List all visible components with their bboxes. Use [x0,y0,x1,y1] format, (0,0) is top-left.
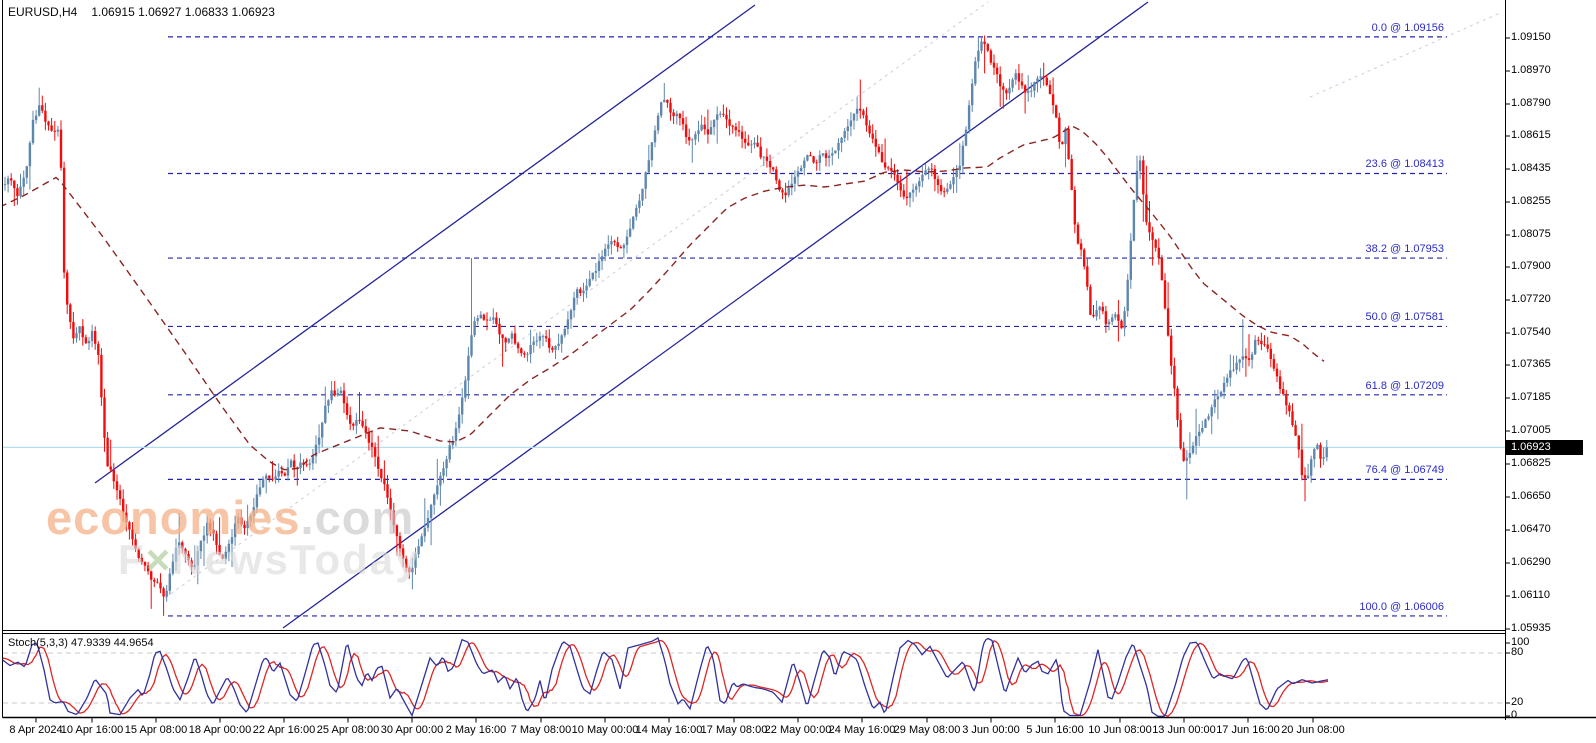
indicator-scale-label: 100 [1511,636,1530,648]
stoch-signal-line [3,639,1329,717]
indicator-scale-label: 0 [1511,709,1518,721]
price-axis-label: 1.08970 [1511,64,1551,76]
x-axis-label: 15 Apr 08:00 [124,724,188,736]
watermark-brand-name: economies [46,491,301,544]
x-axis-label: 30 Apr 00:00 [380,724,444,736]
fib-label: 100.0 @ 1.06006 [1359,600,1444,613]
fib-label: 50.0 @ 1.07581 [1365,311,1444,324]
price-axis-label: 1.05935 [1511,622,1551,634]
indicator-scale-label: 80 [1511,646,1524,658]
x-axis-label: 2 May 16:00 [445,724,507,736]
x-axis-label: 17 Jun 16:00 [1216,724,1280,736]
x-axis-label: 22 May 00:00 [764,724,832,736]
fib-label: 38.2 @ 1.07953 [1365,243,1444,256]
price-axis-label: 1.07365 [1511,358,1551,370]
price-axis-label: 1.07540 [1511,326,1551,338]
x-axis-label: 8 Apr 2024 [9,724,63,736]
x-axis-label: 20 Jun 08:00 [1281,724,1345,736]
watermark-brand: economies.com [46,494,414,541]
current-price-tag: 1.06923 [1506,439,1583,455]
price-axis-label: 1.07900 [1511,260,1551,272]
x-axis-label: 3 Jun 00:00 [962,724,1020,736]
price-axis-label: 1.06825 [1511,457,1551,469]
x-axis-label: 13 Jun 00:00 [1152,724,1216,736]
price-axis-label: 1.08435 [1511,162,1551,174]
x-axis-label: 10 Apr 16:00 [60,724,124,736]
stoch-main-line [3,637,1329,718]
fib-label: 23.6 @ 1.08413 [1365,158,1444,171]
channel-line-0 [94,4,756,484]
symbol-period-label: EURUSD,H4 [8,5,78,19]
watermark-x-icon: × [145,536,173,583]
moving-average-line [3,125,1325,471]
x-axis-label: 10 Jun 08:00 [1088,724,1152,736]
indicator-label: Stoch(5,3,3) 47.9339 44.9654 [8,637,154,649]
price-axis-label: 1.07720 [1511,293,1551,305]
fib-label: 76.4 @ 1.06749 [1365,464,1444,477]
price-axis-label: 1.08790 [1511,97,1551,109]
price-axis-label: 1.08075 [1511,228,1551,240]
price-axis-label: 1.07005 [1511,424,1551,436]
fib-label: 0.0 @ 1.09156 [1371,21,1444,34]
x-axis-label: 24 May 16:00 [828,724,896,736]
chart-title: EURUSD,H4 1.06915 1.06927 1.06833 1.06923 [8,5,275,19]
ohlc-values: 1.06915 1.06927 1.06833 1.06923 [91,5,275,19]
price-axis-label: 1.07185 [1511,391,1551,403]
price-axis-label: 1.06290 [1511,556,1551,568]
price-axis-label: 1.08255 [1511,195,1551,207]
x-axis-label: 7 May 08:00 [510,724,572,736]
watermark-rest: NewsToday [172,536,421,583]
x-axis-label: 5 Jun 16:00 [1026,724,1084,736]
price-axis-label: 1.08615 [1511,129,1551,141]
x-axis-label: 14 May 16:00 [635,724,703,736]
x-axis-label: 22 Apr 16:00 [252,724,316,736]
x-axis-label: 29 May 08:00 [893,724,961,736]
x-axis-label: 10 May 00:00 [571,724,639,736]
x-axis-label: 25 Apr 08:00 [316,724,380,736]
watermark-line2: F×NewsToday [118,536,420,584]
price-axis-label: 1.06650 [1511,490,1551,502]
faint-trend-line-0 [164,1,989,599]
fib-label: 61.8 @ 1.07209 [1365,379,1444,392]
watermark-brand-suffix: .com [300,491,415,544]
price-axis-label: 1.09150 [1511,31,1551,43]
x-axis-label: 18 Apr 00:00 [188,724,252,736]
price-axis-label: 1.06470 [1511,523,1551,535]
x-axis-label: 17 May 08:00 [700,724,768,736]
indicator-scale-label: 20 [1511,696,1524,708]
watermark-f: F [118,536,146,583]
price-axis-label: 1.06110 [1511,589,1550,601]
